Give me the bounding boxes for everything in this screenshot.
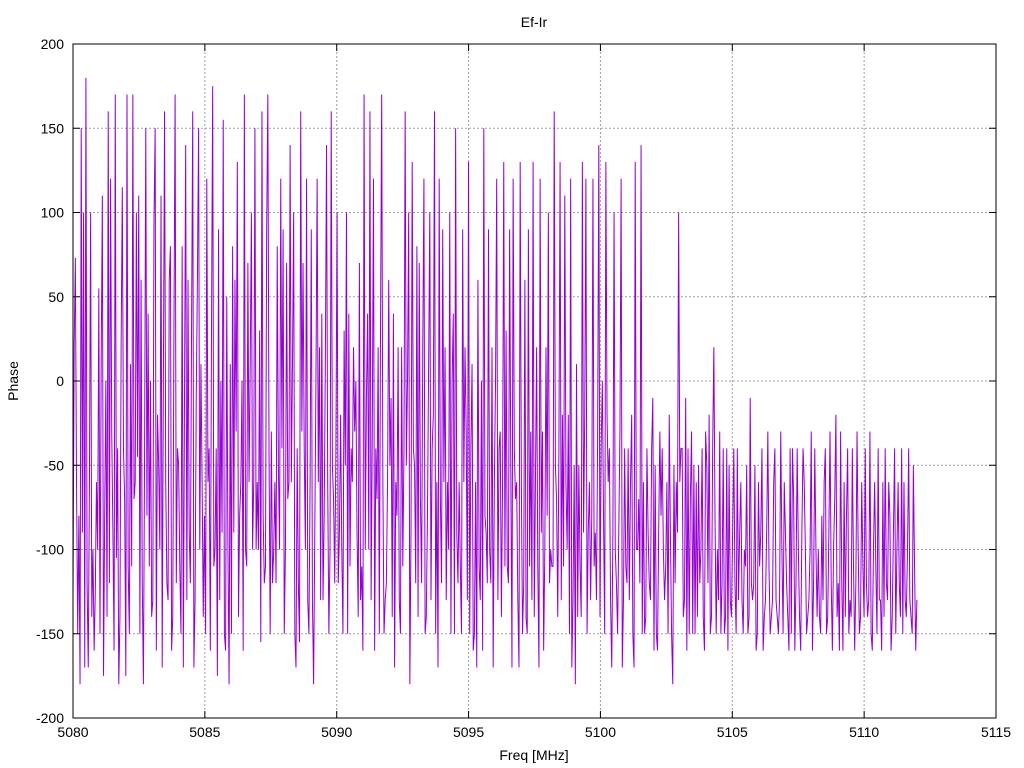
y-axis-title: Phase [5,361,21,401]
x-tick-labels: 5080 5085 5090 5095 5100 5105 5110 5115 [57,724,1011,740]
y-tick-label: -100 [36,542,64,558]
y-tick-label: -50 [44,457,64,473]
x-tick-label: 5090 [321,724,352,740]
x-tick-label: 5115 [981,724,1011,740]
x-tick-label: 5095 [453,724,484,740]
ticks [72,43,997,719]
x-tick-label: 5085 [189,724,220,740]
x-axis-title: Freq [MHz] [499,747,568,763]
y-tick-label: -200 [36,710,64,726]
y-tick-label: 100 [41,205,65,221]
series-group [72,77,918,685]
x-tick-label: 5100 [585,724,616,740]
x-tick-label: 5110 [849,724,879,740]
x-tick-label: 5080 [57,724,88,740]
y-tick-label: 150 [41,120,65,136]
x-tick-label: 5105 [717,724,748,740]
phase-series-line [72,77,918,685]
y-tick-label: 50 [48,289,64,305]
y-tick-label: 0 [56,373,64,389]
y-tick-labels: 200 150 100 50 0 -50 -100 -150 -200 [36,36,64,726]
chart-title: Ef-Ir [521,14,548,30]
y-tick-label: 200 [41,36,65,52]
y-tick-label: -150 [36,626,64,642]
